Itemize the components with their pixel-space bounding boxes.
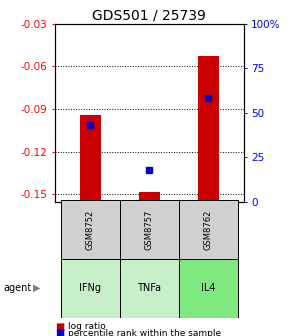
Text: GSM8762: GSM8762 <box>204 210 213 250</box>
Text: percentile rank within the sample: percentile rank within the sample <box>68 329 221 336</box>
Text: agent: agent <box>3 283 31 293</box>
Text: IFNg: IFNg <box>79 283 102 293</box>
Bar <box>179 200 238 260</box>
Text: IL4: IL4 <box>201 283 215 293</box>
Bar <box>120 200 179 260</box>
Bar <box>120 259 179 318</box>
Bar <box>80 115 101 202</box>
Bar <box>61 200 120 260</box>
Text: TNFa: TNFa <box>137 283 161 293</box>
Text: ■: ■ <box>55 328 64 336</box>
Bar <box>198 56 219 202</box>
Text: ■: ■ <box>55 322 64 332</box>
Title: GDS501 / 25739: GDS501 / 25739 <box>93 8 206 23</box>
Text: GSM8757: GSM8757 <box>145 210 154 250</box>
Bar <box>139 192 160 202</box>
Text: log ratio: log ratio <box>68 322 106 331</box>
Bar <box>61 259 120 318</box>
Text: ▶: ▶ <box>33 283 41 293</box>
Text: GSM8752: GSM8752 <box>86 210 95 250</box>
Bar <box>179 259 238 318</box>
